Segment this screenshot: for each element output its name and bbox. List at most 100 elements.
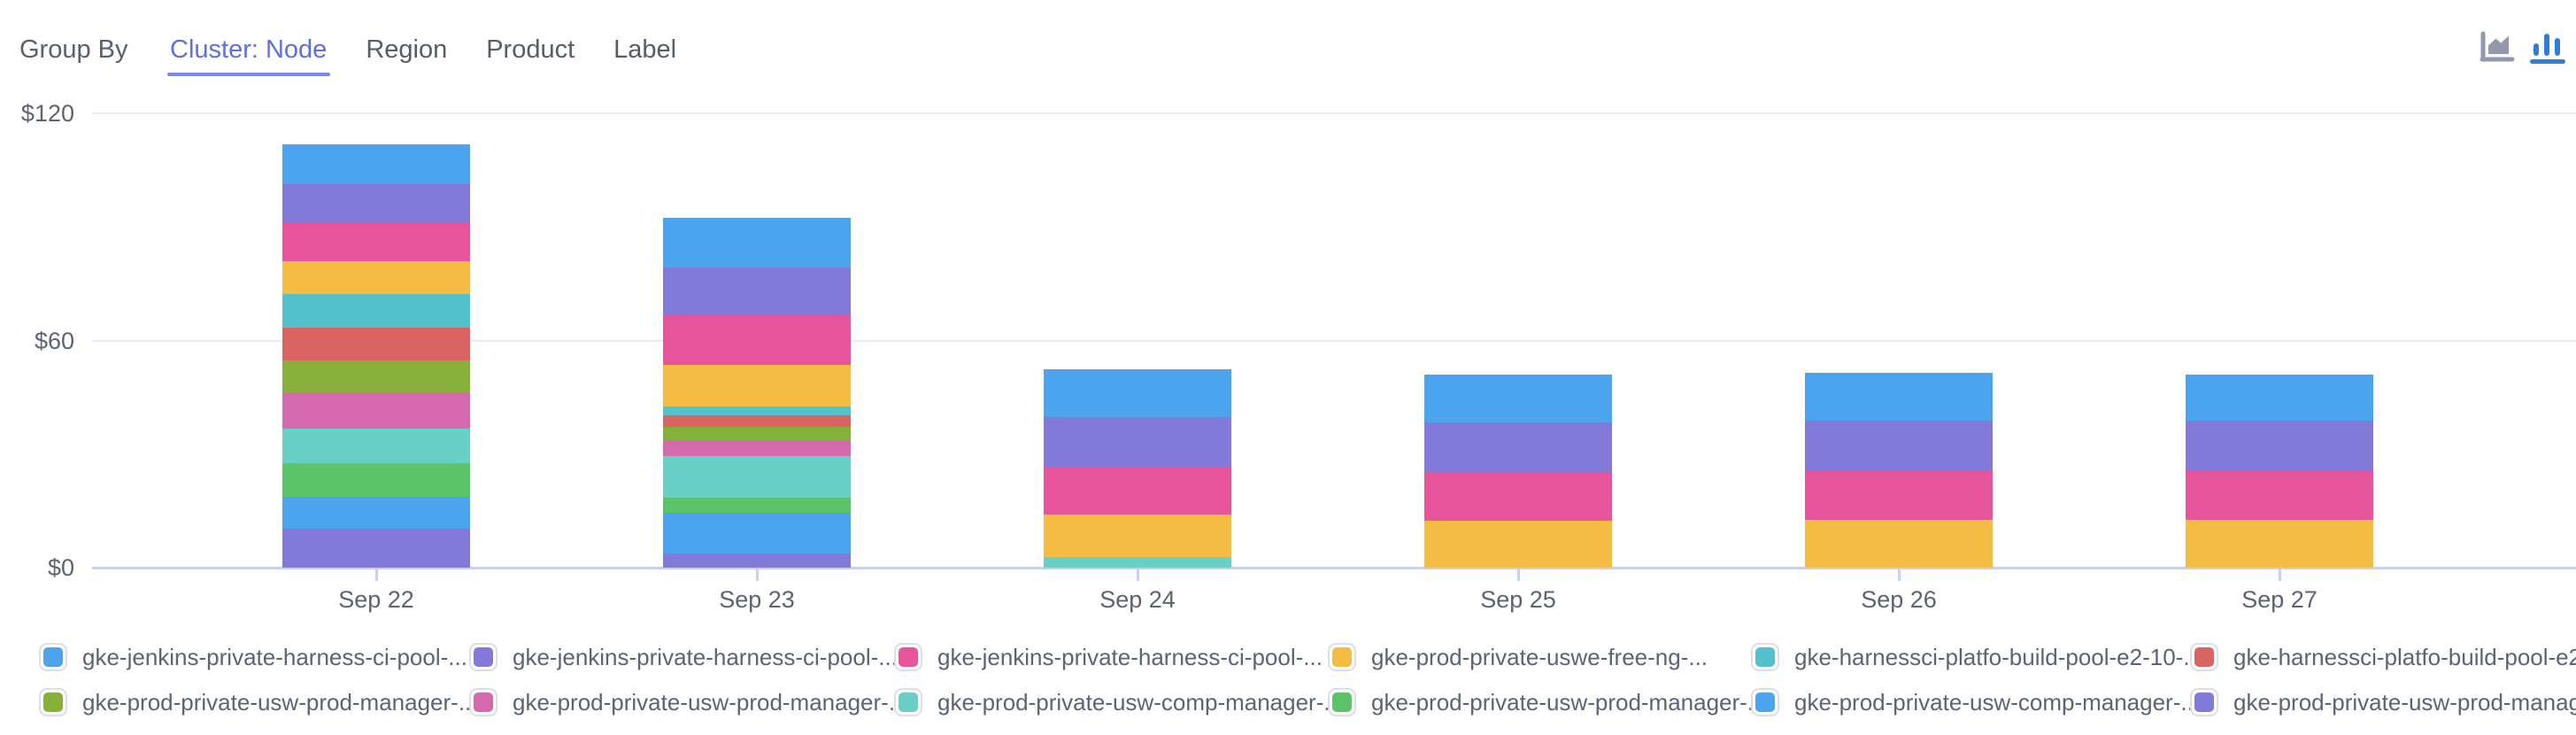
x-tick bbox=[1137, 569, 1139, 581]
gridline bbox=[92, 112, 2576, 114]
bar-segment[interactable] bbox=[1044, 514, 1231, 558]
legend-swatch-color bbox=[1332, 647, 1352, 667]
x-tick bbox=[2279, 569, 2281, 581]
bar-segment[interactable] bbox=[2186, 421, 2373, 471]
legend-item[interactable]: gke-prod-private-usw-comp-manager-... bbox=[894, 688, 1343, 716]
bar-segment[interactable] bbox=[282, 497, 470, 529]
bar-segment[interactable] bbox=[1805, 470, 1993, 521]
legend-swatch bbox=[1328, 688, 1356, 716]
legend-item[interactable]: gke-harnessci-platfo-build-pool-e2-10-..… bbox=[2190, 643, 2576, 671]
legend-item[interactable]: gke-prod-private-usw-prod-manager-... bbox=[2190, 688, 2576, 716]
legend-swatch-color bbox=[899, 692, 918, 712]
bar-segment[interactable] bbox=[663, 513, 851, 554]
legend-swatch bbox=[469, 688, 497, 716]
legend-swatch bbox=[894, 688, 922, 716]
legend-label: gke-prod-private-usw-prod-manager-... bbox=[513, 688, 908, 716]
bar-segment[interactable] bbox=[1805, 373, 1993, 422]
bar-segment[interactable] bbox=[282, 144, 470, 185]
bar-segment[interactable] bbox=[663, 267, 851, 316]
bar-segment[interactable] bbox=[1805, 520, 1993, 568]
bar-segment[interactable] bbox=[663, 315, 851, 365]
legend-swatch-color bbox=[43, 692, 63, 712]
legend-label: gke-prod-private-usw-prod-manager-... bbox=[1371, 688, 1767, 716]
bar-segment[interactable] bbox=[1044, 557, 1231, 568]
legend-item[interactable]: gke-jenkins-private-harness-ci-pool-... bbox=[39, 643, 467, 671]
legend-item[interactable]: gke-prod-private-usw-prod-manager-... bbox=[39, 688, 478, 716]
x-axis-label: Sep 26 bbox=[1861, 586, 1937, 613]
legend-swatch bbox=[894, 643, 922, 671]
legend-label: gke-harnessci-platfo-build-pool-e2-10-..… bbox=[1794, 643, 2203, 670]
y-axis-label: $0 bbox=[47, 554, 74, 581]
legend-swatch-color bbox=[2194, 647, 2214, 667]
bar-segment[interactable] bbox=[282, 184, 470, 222]
legend-label: gke-prod-private-usw-prod-manager-... bbox=[2233, 688, 2576, 716]
x-axis-label: Sep 25 bbox=[1480, 586, 1556, 613]
legend-item[interactable]: gke-prod-private-uswe-free-ng-... bbox=[1328, 643, 1708, 671]
bar-segment[interactable] bbox=[1044, 466, 1231, 514]
bar-segment[interactable] bbox=[663, 440, 851, 456]
bar-segment[interactable] bbox=[663, 415, 851, 427]
tab-cluster-node[interactable]: Cluster: Node bbox=[166, 35, 331, 76]
legend-item[interactable]: gke-jenkins-private-harness-ci-pool-... bbox=[469, 643, 898, 671]
bar-segment[interactable] bbox=[282, 462, 470, 498]
stacked-bar-chart: $0 $60 $120 Sep 22 Sep 23 Sep 24 Sep 25 Sep 26… bbox=[20, 100, 2576, 613]
bar-segment[interactable] bbox=[282, 260, 470, 294]
group-by-label: Group By bbox=[19, 35, 128, 64]
bar-segment[interactable] bbox=[663, 497, 851, 513]
bar-chart-icon[interactable] bbox=[2528, 30, 2567, 66]
area-chart-icon[interactable] bbox=[2478, 30, 2517, 66]
bar-segment[interactable] bbox=[2186, 375, 2373, 422]
legend-item[interactable]: gke-prod-private-usw-comp-manager-... bbox=[1751, 688, 2200, 716]
bar-segment[interactable] bbox=[2186, 520, 2373, 568]
bar-segment[interactable] bbox=[282, 327, 470, 361]
x-axis-label: Sep 22 bbox=[338, 586, 414, 613]
legend-item[interactable]: gke-jenkins-private-harness-ci-pool-... bbox=[894, 643, 1323, 671]
legend-item[interactable]: gke-harnessci-platfo-build-pool-e2-10-..… bbox=[1751, 643, 2202, 671]
bar-segment[interactable] bbox=[282, 428, 470, 463]
legend-swatch-color bbox=[1755, 647, 1775, 667]
x-tick bbox=[375, 569, 378, 581]
legend-label: gke-jenkins-private-harness-ci-pool-... bbox=[937, 643, 1323, 670]
legend-swatch-color bbox=[474, 647, 493, 667]
bar-segment[interactable] bbox=[1805, 421, 1993, 471]
bar-segment[interactable] bbox=[1424, 471, 1612, 521]
tab-label[interactable]: Label bbox=[613, 35, 677, 64]
bar-segment[interactable] bbox=[1424, 422, 1612, 472]
legend-swatch bbox=[2190, 643, 2218, 671]
gridline bbox=[92, 339, 2576, 342]
x-tick bbox=[1517, 569, 1520, 581]
legend-label: gke-jenkins-private-harness-ci-pool-... bbox=[82, 643, 467, 670]
tab-region[interactable]: Region bbox=[366, 35, 448, 64]
bar-segment[interactable] bbox=[1044, 368, 1231, 417]
legend-swatch-color bbox=[2194, 692, 2214, 712]
legend-label: gke-prod-private-usw-prod-manager-... bbox=[82, 688, 478, 716]
bar-segment[interactable] bbox=[282, 221, 470, 261]
bar-segment[interactable] bbox=[282, 392, 470, 429]
bar-segment[interactable] bbox=[1424, 374, 1612, 422]
chart-type-toggle bbox=[2478, 30, 2567, 66]
legend-item[interactable]: gke-prod-private-usw-prod-manager-... bbox=[1328, 688, 1767, 716]
bar-segment[interactable] bbox=[1044, 416, 1231, 467]
x-axis-line bbox=[92, 567, 2576, 569]
bar-segment[interactable] bbox=[282, 528, 470, 568]
group-by-tabs: Cluster: Node Region Product Label bbox=[166, 35, 677, 76]
bar-segment[interactable] bbox=[282, 360, 470, 393]
x-axis-label: Sep 23 bbox=[719, 586, 795, 613]
legend-label: gke-prod-private-uswe-free-ng-... bbox=[1371, 643, 1708, 670]
bar-segment[interactable] bbox=[663, 364, 851, 407]
bar-segment[interactable] bbox=[663, 455, 851, 498]
bar-segment[interactable] bbox=[663, 218, 851, 267]
y-axis-label: $120 bbox=[20, 100, 74, 127]
bar-segment[interactable] bbox=[663, 426, 851, 441]
tab-product[interactable]: Product bbox=[486, 35, 575, 64]
bar-segment[interactable] bbox=[663, 553, 851, 568]
legend-item[interactable]: gke-prod-private-usw-prod-manager-... bbox=[469, 688, 908, 716]
bar-segment[interactable] bbox=[663, 406, 851, 416]
legend-swatch-color bbox=[899, 647, 918, 667]
x-axis-label: Sep 24 bbox=[1099, 586, 1176, 613]
bar-segment[interactable] bbox=[282, 293, 470, 328]
legend-swatch bbox=[39, 688, 67, 716]
bar-segment[interactable] bbox=[1424, 520, 1612, 568]
legend-swatch-color bbox=[43, 647, 63, 667]
bar-segment[interactable] bbox=[2186, 470, 2373, 521]
